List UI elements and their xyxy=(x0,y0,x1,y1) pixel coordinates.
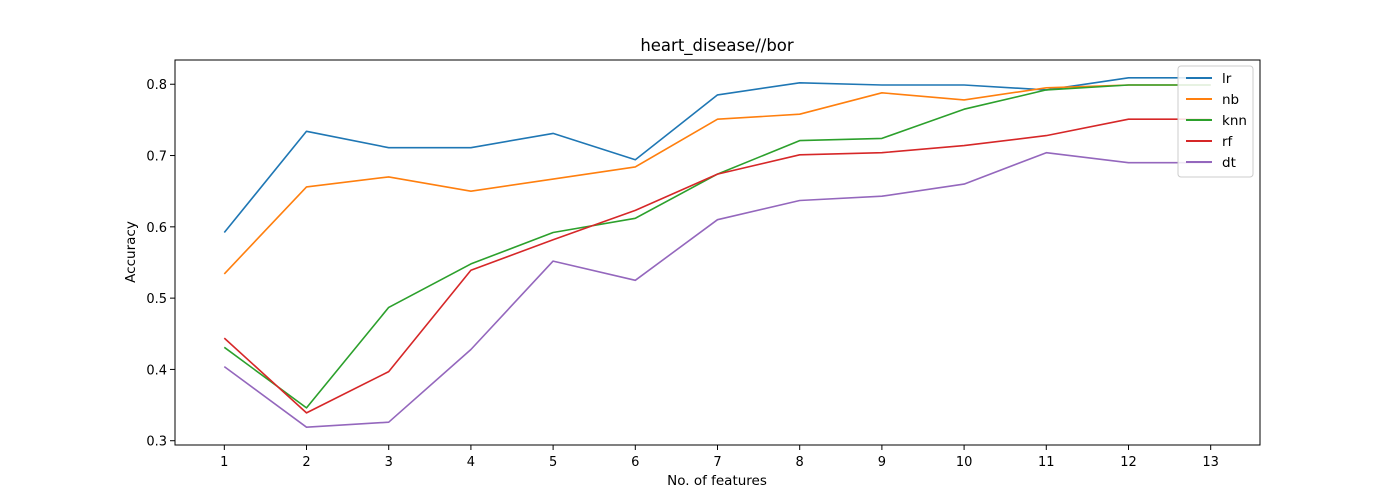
x-tick-label: 5 xyxy=(549,455,557,470)
x-tick-label: 9 xyxy=(878,455,886,470)
x-tick-label: 4 xyxy=(467,455,475,470)
chart-title: heart_disease//bor xyxy=(640,36,794,56)
x-tick-label: 6 xyxy=(631,455,639,470)
series-line-rf xyxy=(223,118,1211,414)
y-tick-label: 0.3 xyxy=(146,435,167,450)
y-tick-label: 0.5 xyxy=(146,292,167,307)
series-line-dt xyxy=(223,151,1211,429)
series-line-nb xyxy=(223,84,1211,275)
legend-label-knn: knn xyxy=(1222,113,1247,129)
legend-label-nb: nb xyxy=(1222,92,1239,108)
x-tick-label: 2 xyxy=(302,455,310,470)
x-tick-label: 10 xyxy=(956,455,973,470)
legend: lr nb knn rf dt xyxy=(1177,65,1254,178)
y-tick-label: 0.6 xyxy=(146,221,167,236)
x-tick-label: 8 xyxy=(796,455,804,470)
series-lines xyxy=(223,77,1211,429)
legend-label-lr: lr xyxy=(1222,71,1232,87)
plot-frame xyxy=(174,59,1261,446)
y-axis: 0.3 0.4 0.5 0.6 0.7 0.8 xyxy=(146,78,175,450)
x-tick-label: 12 xyxy=(1120,455,1137,470)
x-tick-label: 3 xyxy=(385,455,393,470)
legend-box xyxy=(1177,65,1254,178)
y-tick-label: 0.7 xyxy=(146,150,167,165)
x-tick-label: 7 xyxy=(713,455,721,470)
x-tick-label: 1 xyxy=(220,455,228,470)
legend-label-dt: dt xyxy=(1222,155,1236,171)
x-tick-label: 11 xyxy=(1038,455,1055,470)
x-tick-label: 13 xyxy=(1202,455,1219,470)
y-axis-label: Accuracy xyxy=(123,221,139,283)
y-tick-label: 0.8 xyxy=(146,78,167,93)
legend-label-rf: rf xyxy=(1222,134,1234,150)
y-tick-label: 0.4 xyxy=(146,363,167,378)
x-axis: 1 2 3 4 5 6 7 8 9 10 11 12 13 xyxy=(220,445,1219,470)
x-axis-label: No. of features xyxy=(667,473,767,489)
